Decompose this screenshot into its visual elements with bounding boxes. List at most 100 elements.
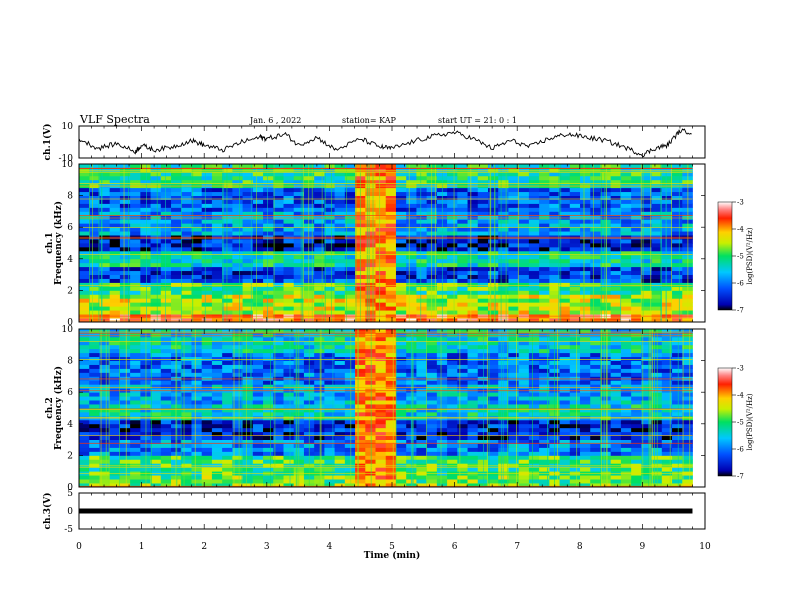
- ch2-spec-cell: [375, 356, 387, 361]
- ch1-spec-cell: [171, 246, 182, 252]
- ch1-spec-cell: [590, 274, 601, 279]
- ch2-spec-cell: [631, 447, 642, 452]
- ch2-spec-cell: [580, 364, 591, 369]
- ch1-spec-cell: [590, 187, 601, 193]
- ch2-spec-cell: [150, 404, 162, 409]
- ch2-spec-cell: [252, 364, 264, 369]
- ch2-spec-cell: [580, 479, 591, 484]
- ch1-spec-cell: [467, 215, 479, 220]
- ch2-spec-cell: [314, 439, 325, 444]
- ch1-spec-cell: [661, 258, 673, 264]
- ch1-spec-cell: [508, 231, 520, 236]
- ch1-spec-cell: [140, 171, 151, 177]
- ch2-spec-cell: [314, 455, 325, 460]
- ch1-spec-cell: [344, 211, 356, 216]
- ch2-spec-cell: [580, 340, 591, 346]
- ch1-spec-cell: [539, 167, 550, 173]
- ch2-spec-cell: [191, 340, 203, 346]
- ch2-spec-cell: [385, 455, 397, 460]
- ch2-spec-cell: [79, 404, 90, 409]
- ch1-spec-cell: [160, 274, 172, 279]
- ch1-spec-cell: [590, 223, 601, 228]
- ch1-spec-cell: [600, 286, 612, 291]
- ch1-spec-cell: [160, 223, 172, 228]
- ch1-spec-cell: [569, 306, 581, 311]
- ch1-spec-cell: [477, 302, 489, 307]
- ch1-spec-cell: [385, 211, 397, 216]
- ch1-spec-cell: [89, 195, 100, 200]
- ch2-spec-cell: [569, 372, 581, 377]
- ch2-spec-cell: [436, 380, 448, 385]
- ch1-spec-cell: [395, 258, 407, 264]
- ch1-spec-cell: [293, 227, 305, 232]
- ch2-spec-cell: [191, 427, 203, 433]
- ch1-spec-cell: [150, 286, 162, 291]
- ch1-spec-cell: [620, 175, 632, 181]
- ch1-spec-cell: [518, 167, 530, 173]
- ch2-spec-cell: [447, 352, 458, 358]
- ch2-spec-cell: [559, 467, 571, 472]
- ch2-spec-cell: [508, 435, 520, 440]
- ch2-spec-cell: [181, 336, 192, 342]
- ch1-spec-cell: [119, 215, 131, 220]
- ch2-spec-cell: [242, 427, 254, 433]
- ch1-spec-cell: [590, 179, 601, 185]
- ch1-spec-cell: [119, 246, 131, 252]
- ch1-spec-cell: [99, 250, 111, 256]
- ch1-spec-cell: [580, 298, 591, 303]
- ch1-spec-cell: [641, 215, 652, 220]
- ch1-spec-cell: [130, 262, 141, 268]
- ch2-spec-cell: [631, 396, 642, 401]
- ch2-spec-cell: [631, 427, 642, 433]
- ch1-spec-cell: [232, 302, 243, 307]
- ch1-spec-cell: [171, 278, 182, 283]
- ch1-spec-cell: [283, 219, 295, 224]
- ch1-spec-cell: [498, 286, 509, 291]
- ch1-spec-cell: [222, 294, 233, 299]
- ch2-spec-cell: [631, 459, 642, 464]
- ch2-spec-cell: [242, 439, 254, 444]
- ch2-spec-cell: [79, 332, 90, 338]
- ch2-spec-cell: [580, 443, 591, 448]
- ch1-spec-cell: [109, 207, 121, 212]
- ch1-spec-cell: [89, 199, 100, 204]
- ch2-spec-cell: [119, 483, 131, 488]
- ch1-spec-cell: [508, 203, 520, 208]
- ch1-spec-cell: [303, 290, 315, 295]
- ch2-spec-cell: [211, 336, 223, 342]
- ch1-spec-cell: [109, 310, 121, 315]
- ch1-spec-cell: [447, 223, 458, 228]
- ch1-spec-cell: [160, 167, 172, 173]
- ch1-spec-cell: [160, 282, 172, 287]
- ch2-spec-cell: [191, 423, 203, 429]
- ch2-spec-cell: [436, 356, 448, 361]
- ch2-spec-cell: [590, 384, 601, 389]
- ch1-spec-cell: [549, 258, 560, 264]
- ch2-spec-cell: [252, 356, 264, 361]
- ch2-spec-cell: [201, 411, 213, 417]
- ch1-spec-cell: [375, 223, 387, 228]
- ch1-spec-cell: [672, 231, 683, 236]
- ch2-spec-cell: [99, 408, 111, 413]
- ch1-spec-cell: [99, 179, 111, 185]
- ch2-spec-cell: [375, 439, 387, 444]
- ch1-spec-cell: [620, 171, 632, 177]
- ch2-spec-cell: [672, 419, 683, 425]
- ch1-spec-cell: [273, 227, 284, 232]
- ch1-spec-cell: [385, 239, 397, 244]
- ch1-spec-cell: [467, 203, 479, 208]
- ch1-spec-cell: [344, 310, 356, 315]
- ch1-spec-cell: [232, 274, 243, 279]
- ch2-spec-cell: [600, 384, 612, 389]
- ch1-spec-cell: [211, 270, 223, 275]
- ch2-spec-cell: [314, 348, 325, 354]
- ch2-spec-cell: [569, 352, 581, 358]
- ch1-spec-cell: [457, 207, 468, 212]
- ch1-spec-cell: [263, 290, 274, 295]
- ch2-spec-cell: [99, 475, 111, 480]
- ch2-spec-cell: [590, 344, 601, 350]
- ch1-spec-cell: [539, 266, 550, 272]
- ch2-spec-cell: [211, 384, 223, 389]
- ch2-spec-cell: [457, 336, 468, 342]
- ch1-spec-cell: [334, 266, 346, 272]
